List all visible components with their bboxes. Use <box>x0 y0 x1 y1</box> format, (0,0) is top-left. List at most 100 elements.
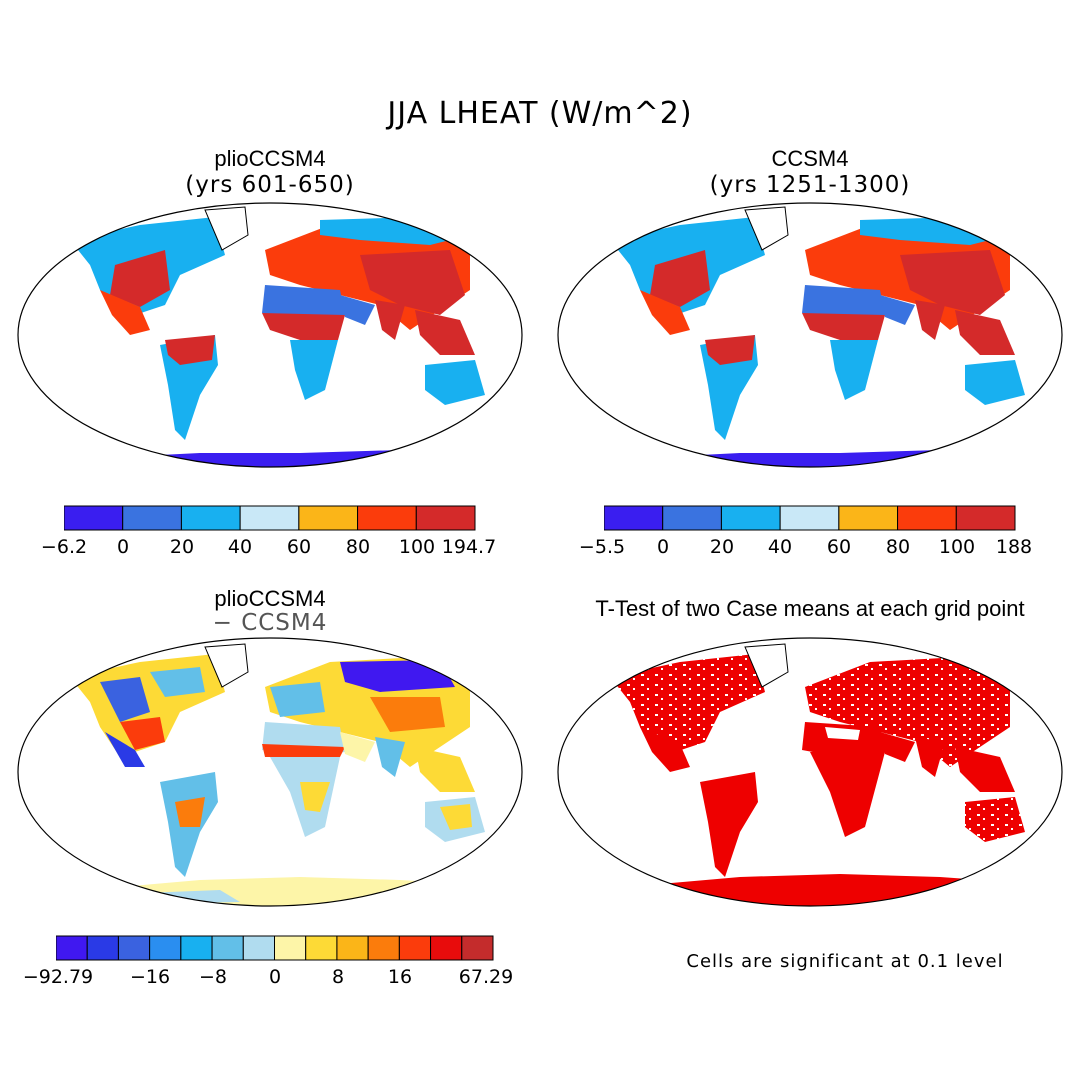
land-antarctica <box>60 450 480 467</box>
land-africa-yellow <box>300 782 330 812</box>
land-europe-mixed <box>270 682 325 717</box>
land-na-mixed-2 <box>120 717 165 750</box>
land-greenland <box>744 206 789 251</box>
land-arabia <box>880 295 915 325</box>
panel-title-top-right: CCSM4 <box>771 146 849 171</box>
land-arabia <box>340 295 375 325</box>
land-arabia <box>340 732 375 762</box>
colorbar-top-right <box>604 505 1016 531</box>
land-africa-sahel <box>262 313 345 340</box>
cb-tl-label-4: 60 <box>286 536 312 558</box>
land-india <box>375 737 405 777</box>
land-sahara <box>802 722 885 757</box>
land-amazon <box>165 335 215 365</box>
cb-bl-swatch-4 <box>180 935 213 961</box>
land-greenland <box>204 206 249 251</box>
land-se-asia <box>415 310 475 355</box>
cb-bl-swatch-11 <box>398 935 432 961</box>
land-asia-high <box>360 250 465 315</box>
cb-bl-swatch-6 <box>242 935 275 961</box>
cb-tl-swatch-0 <box>64 505 124 531</box>
land-australia <box>965 360 1025 405</box>
cb-bl-swatch-1 <box>86 935 119 961</box>
cb-tl-swatch-5 <box>357 505 417 531</box>
land-arabia <box>880 732 915 762</box>
land-india <box>915 737 945 777</box>
map-bottom-left <box>17 637 523 907</box>
land-amazon <box>705 335 755 365</box>
cb-bl-label-1: −16 <box>129 966 171 988</box>
cb-tl-swatch-6 <box>415 505 476 531</box>
land-se-asia <box>415 747 475 792</box>
land-greenland <box>204 643 249 688</box>
cb-bl-swatch-10 <box>367 935 400 961</box>
cb-tr-label-4: 60 <box>826 536 852 558</box>
cb-tr-swatch-1 <box>662 505 722 531</box>
cb-bl-label-0: −92.79 <box>22 966 94 988</box>
land-africa-south <box>810 752 885 837</box>
panel-subtitle-bottom-left: − CCSM4 <box>212 610 328 636</box>
significance-note: Cells are significant at 0.1 level <box>686 951 1004 972</box>
colorbar-labels-top-left: −6.2 0 20 40 60 80 100 194.7 <box>41 536 496 560</box>
map-bottom-right <box>557 637 1063 907</box>
cb-tr-swatch-5 <box>897 505 957 531</box>
land-north-america <box>610 654 765 757</box>
cb-bl-swatch-0 <box>56 935 88 961</box>
cb-tr-label-6: 100 <box>938 536 976 558</box>
land-asia-high <box>900 250 1005 315</box>
land-asia-mixed <box>370 697 445 732</box>
cb-tr-swatch-3 <box>779 505 840 531</box>
land-africa-south <box>290 340 338 400</box>
cb-bl-label-2: −8 <box>198 966 228 988</box>
land-sahara <box>802 285 885 320</box>
figure-title: JJA LHEAT (W/m^2) <box>387 96 693 131</box>
cb-tl-label-5: 80 <box>345 536 371 558</box>
cb-bl-swatch-2 <box>117 935 151 961</box>
land-sahara <box>262 285 345 320</box>
cb-tr-label-5: 80 <box>885 536 911 558</box>
land-sa-mixed <box>175 797 205 827</box>
land-india <box>915 300 945 340</box>
cb-bl-label-3: 0 <box>268 966 282 988</box>
colorbar-bottom-left <box>56 935 494 961</box>
cb-tl-label-3: 40 <box>227 536 253 558</box>
cb-bl-label-4: 8 <box>331 966 345 988</box>
colorbar-labels-top-right: −5.5 0 20 40 60 80 100 188 <box>579 536 1032 560</box>
land-na-eastern-high <box>650 250 710 307</box>
land-na-mixed-3 <box>150 667 205 697</box>
cb-tr-label-1: 0 <box>656 536 670 558</box>
panel-subtitle-top-left: (yrs 601-650) <box>185 172 355 198</box>
cb-bl-label-6: 67.29 <box>458 966 514 988</box>
cb-bl-swatch-5 <box>211 935 244 961</box>
cb-tr-swatch-6 <box>955 505 1016 531</box>
land-na-eastern-high <box>110 250 170 307</box>
cb-tl-swatch-3 <box>239 505 300 531</box>
cb-bl-swatch-13 <box>461 935 494 961</box>
land-sahara-gap <box>825 727 860 740</box>
land-south-america <box>700 772 758 877</box>
land-australia <box>965 797 1025 842</box>
land-antarctica <box>600 450 1020 467</box>
cb-tl-label-6: 100 <box>398 536 436 558</box>
land-africa-sahel <box>802 313 885 340</box>
cb-bl-swatch-12 <box>430 935 463 961</box>
colorbar-top-left <box>64 505 476 531</box>
land-na-south <box>640 290 690 335</box>
cb-bl-swatch-9 <box>336 935 369 961</box>
panel-subtitle-top-right: (yrs 1251-1300) <box>709 172 911 198</box>
cb-bl-swatch-7 <box>274 935 307 961</box>
cb-tl-label-7: 194.7 <box>441 536 497 558</box>
land-greenland <box>744 643 789 688</box>
land-siberia-neg <box>340 660 455 692</box>
land-se-asia <box>955 310 1015 355</box>
land-eurasia <box>805 657 1010 767</box>
cb-tl-swatch-4 <box>298 505 359 531</box>
land-na-mixed-1 <box>100 677 150 722</box>
land-australia <box>425 360 485 405</box>
land-mexico <box>105 732 145 767</box>
land-mexico <box>640 727 690 772</box>
map-top-left <box>17 202 523 468</box>
cb-tl-label-2: 20 <box>169 536 195 558</box>
land-australia-yellow <box>440 804 472 830</box>
cb-tl-swatch-2 <box>180 505 241 531</box>
